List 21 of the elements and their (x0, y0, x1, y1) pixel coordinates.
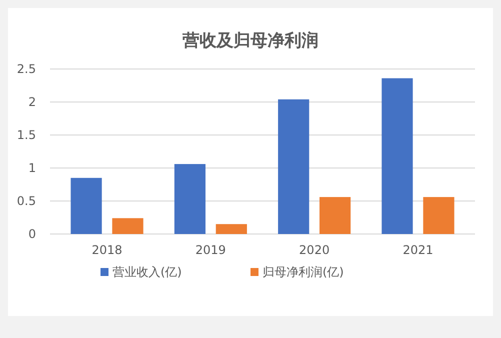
bar (423, 197, 454, 234)
y-tick-label: 0.5 (16, 194, 36, 208)
x-tick-label: 2020 (299, 243, 330, 257)
y-tick-label: 1 (28, 161, 36, 175)
y-tick-label: 1.5 (16, 128, 36, 142)
bar (278, 99, 310, 234)
bar (382, 78, 413, 234)
x-tick-label: 2019 (195, 243, 226, 257)
bar (112, 218, 144, 234)
legend-label: 归母净利润(亿) (262, 265, 344, 279)
legend-label: 营业收入(亿) (112, 265, 182, 279)
y-tick-label: 2 (28, 95, 36, 109)
x-tick-label: 2021 (402, 243, 434, 257)
y-tick-label: 2.5 (16, 62, 36, 76)
bar (70, 178, 102, 234)
x-tick-label: 2018 (92, 243, 122, 257)
y-tick-label: 0 (28, 227, 36, 241)
bar (174, 164, 206, 234)
bar (216, 224, 247, 234)
bar (320, 197, 351, 234)
chart-title: 营收及归母净利润 (182, 31, 318, 51)
